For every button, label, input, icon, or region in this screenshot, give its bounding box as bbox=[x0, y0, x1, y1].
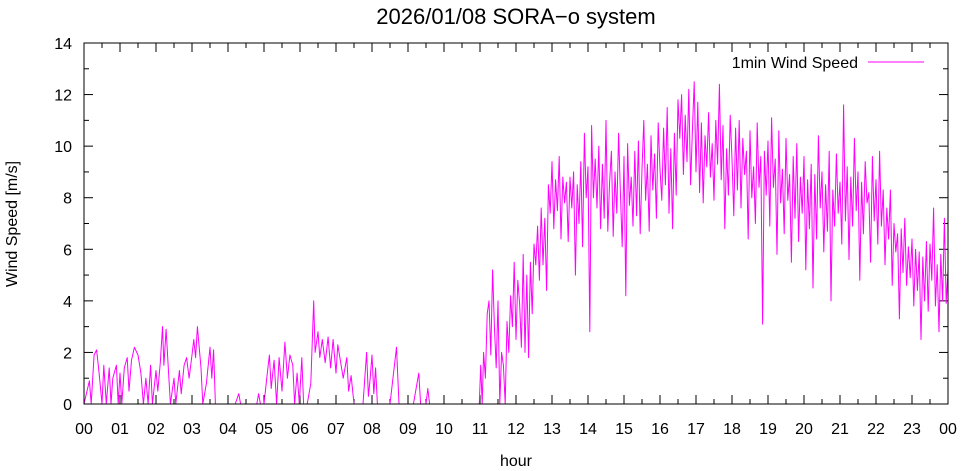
x-tick-label: 05 bbox=[255, 421, 273, 438]
x-tick-label: 07 bbox=[327, 421, 345, 438]
legend-label: 1min Wind Speed bbox=[732, 55, 858, 72]
x-tick-label: 22 bbox=[867, 421, 885, 438]
x-tick-label: 06 bbox=[291, 421, 309, 438]
x-tick-label: 12 bbox=[507, 421, 525, 438]
x-tick-label: 13 bbox=[543, 421, 561, 438]
series-layer bbox=[83, 81, 949, 405]
x-tick-label: 21 bbox=[831, 421, 849, 438]
x-tick-label: 17 bbox=[687, 421, 705, 438]
y-tick-label: 0 bbox=[63, 397, 72, 414]
x-tick-label: 23 bbox=[903, 421, 921, 438]
x-tick-label: 01 bbox=[111, 421, 129, 438]
x-axis-label: hour bbox=[500, 453, 533, 470]
x-tick-label: 02 bbox=[147, 421, 165, 438]
y-tick-label: 6 bbox=[63, 242, 72, 259]
x-tick-label: 10 bbox=[435, 421, 453, 438]
y-tick-label: 10 bbox=[54, 139, 72, 156]
x-tick-label: 20 bbox=[795, 421, 813, 438]
y-tick-label: 12 bbox=[54, 88, 72, 105]
y-axis-label: Wind Speed [m/s] bbox=[4, 161, 21, 287]
x-tick-label: 16 bbox=[651, 421, 669, 438]
x-tick-label: 09 bbox=[399, 421, 417, 438]
x-tick-label: 00 bbox=[75, 421, 93, 438]
x-tick-label: 14 bbox=[579, 421, 597, 438]
legend: 1min Wind Speed bbox=[732, 55, 924, 72]
x-tick-label: 08 bbox=[363, 421, 381, 438]
y-tick-label: 2 bbox=[63, 345, 72, 362]
y-tick-label: 8 bbox=[63, 191, 72, 208]
x-tick-label: 00 bbox=[939, 421, 957, 438]
series-line-wind-speed bbox=[83, 81, 949, 405]
x-tick-label: 04 bbox=[219, 421, 237, 438]
x-tick-label: 11 bbox=[472, 421, 489, 438]
y-tick-label: 4 bbox=[63, 294, 72, 311]
plot-frame bbox=[83, 42, 949, 405]
x-tick-label: 15 bbox=[615, 421, 633, 438]
chart-title: 2026/01/08 SORA−o system bbox=[376, 4, 655, 29]
x-tick-label: 19 bbox=[759, 421, 777, 438]
x-tick-label: 18 bbox=[723, 421, 741, 438]
y-tick-label: 14 bbox=[54, 36, 72, 53]
x-tick-label: 03 bbox=[183, 421, 201, 438]
